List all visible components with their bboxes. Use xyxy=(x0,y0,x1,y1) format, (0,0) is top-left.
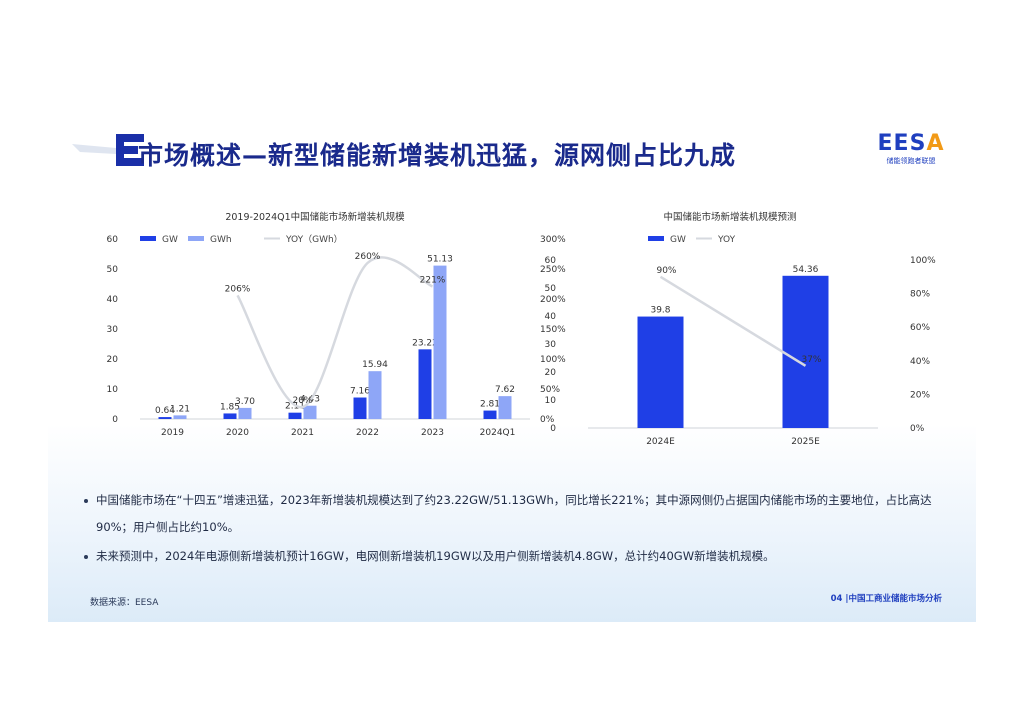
x-axis-tick: 2023 xyxy=(421,428,444,438)
x-axis-tick: 2020 xyxy=(226,428,249,438)
y-axis-right-tick: 150% xyxy=(540,325,566,335)
bar-gwh xyxy=(368,371,382,419)
bar-value-label: 15.94 xyxy=(362,360,388,370)
y-axis-left-tick: 50 xyxy=(107,265,119,275)
e-logo-icon xyxy=(72,134,144,166)
y-axis-right-tick: 20% xyxy=(910,390,930,400)
y-axis-left-tick: 40 xyxy=(545,312,557,322)
legend-swatch xyxy=(188,236,204,241)
bullet-list: 中国储能市场在“十四五”增速迅猛，2023年新增装机规模达到了约23.22GW/… xyxy=(84,487,954,572)
chart-capacity-forecast: 中国储能市场新增装机规模预测 GW YOY 0 10 20 30 40 50 60 0% 20% 40%… xyxy=(545,211,937,447)
chart-installed-capacity: 2019-2024Q1中国储能市场新增装机规模 GW GWh YOY（GWh） 0 10 2… xyxy=(107,211,567,438)
y-axis-right-tick: 0% xyxy=(910,424,925,434)
y-axis-right-tick: 40% xyxy=(910,357,930,367)
bar-value-label: 0.64 xyxy=(155,406,175,416)
legend-label: YOY xyxy=(717,235,736,245)
bar-gw xyxy=(288,412,302,419)
legend-label: GW xyxy=(670,235,686,245)
y-axis-left-tick: 0 xyxy=(112,415,118,425)
legend-swatch xyxy=(648,236,664,241)
bar-value-label: 39.8 xyxy=(650,306,670,316)
yoy-line xyxy=(236,256,434,409)
x-axis-tick: 2022 xyxy=(356,428,379,438)
slide-title: 市场概述—新型储能新增装机迅猛，源网侧占比九成 xyxy=(138,141,737,170)
bar-value-label: 7.62 xyxy=(495,385,515,395)
bar-value-label: 23.22 xyxy=(412,338,438,348)
x-axis-tick: 2024Q1 xyxy=(480,428,516,438)
y-axis-left-tick: 50 xyxy=(545,284,557,294)
bar-gw xyxy=(637,316,684,428)
yoy-value-label: 260% xyxy=(355,252,381,262)
yoy-value-label: 206% xyxy=(225,284,251,294)
page-tag: 04 |中国工商业储能市场分析 xyxy=(830,594,942,604)
yoy-value-label: 221% xyxy=(420,275,446,285)
chart-title: 中国储能市场新增装机规模预测 xyxy=(663,211,796,223)
bullet-item: 中国储能市场在“十四五”增速迅猛，2023年新增装机规模达到了约23.22GW/… xyxy=(84,487,954,541)
bar-gwh xyxy=(433,265,447,419)
bar-value-label: 54.36 xyxy=(793,265,819,275)
bar-value-label: 1.85 xyxy=(220,402,240,412)
bar-value-label: 7.16 xyxy=(350,387,370,397)
bar-value-label: 3.70 xyxy=(235,397,255,407)
data-source: 数据来源：EESA xyxy=(90,598,159,608)
brand-logo: EESA 储能领跑者联盟 xyxy=(876,132,946,166)
bar-gw xyxy=(782,275,829,428)
y-axis-left-tick: 60 xyxy=(107,235,119,245)
bar-value-label: 51.13 xyxy=(427,255,453,265)
legend-label: GWh xyxy=(210,235,232,245)
bullet-item: 未来预测中，2024年电源侧新增装机预计16GW，电网侧新增装机19GW以及用户… xyxy=(84,543,954,570)
y-axis-left-tick: 60 xyxy=(545,256,557,266)
y-axis-right-tick: 250% xyxy=(540,265,566,275)
brand-name: EESA xyxy=(877,131,945,156)
y-axis-left-tick: 0 xyxy=(550,424,556,434)
bar-gwh xyxy=(498,396,512,419)
x-axis-tick: 2025E xyxy=(791,437,820,447)
y-axis-right-tick: 200% xyxy=(540,295,566,305)
bar-gw xyxy=(223,413,237,419)
y-axis-right-tick: 100% xyxy=(910,256,936,266)
y-axis-left-tick: 20 xyxy=(545,368,557,378)
brand-subtitle: 储能领跑者联盟 xyxy=(886,157,936,165)
yoy-value-label: 37% xyxy=(801,355,821,365)
bar-value-label: 1.21 xyxy=(170,404,190,414)
bar-gwh xyxy=(238,407,252,419)
bar-gw xyxy=(483,410,497,419)
x-axis-tick: 2019 xyxy=(161,428,184,438)
y-axis-right-tick: 300% xyxy=(540,235,566,245)
legend-label: YOY（GWh） xyxy=(285,234,343,245)
y-axis-right-tick: 80% xyxy=(910,290,930,300)
legend-swatch xyxy=(140,236,156,241)
bar-gwh xyxy=(173,415,187,419)
y-axis-right-tick: 100% xyxy=(540,355,566,365)
y-axis-left-tick: 10 xyxy=(107,385,119,395)
slide: 市场概述—新型储能新增装机迅猛，源网侧占比九成 EESA 储能领跑者联盟 201… xyxy=(48,102,976,622)
bar-value-label: 2.11 xyxy=(285,402,305,412)
y-axis-right-tick: 50% xyxy=(540,385,560,395)
y-axis-right-tick: 60% xyxy=(910,323,930,333)
legend-label: GW xyxy=(162,235,178,245)
bar-gwh xyxy=(303,405,317,419)
yoy-line xyxy=(659,275,807,367)
chart-title: 2019-2024Q1中国储能市场新增装机规模 xyxy=(225,211,405,223)
y-axis-left-tick: 30 xyxy=(107,325,119,335)
bar-gw xyxy=(353,397,367,419)
y-axis-left-tick: 30 xyxy=(545,340,557,350)
yoy-value-label: 90% xyxy=(656,266,676,276)
bar-value-label: 2.81 xyxy=(480,400,500,410)
y-axis-left-tick: 10 xyxy=(545,396,557,406)
x-axis-tick: 2024E xyxy=(646,437,675,447)
yoy-value-label: 20% xyxy=(292,396,312,406)
bar-gw xyxy=(158,417,172,419)
y-axis-right-tick: 0% xyxy=(540,415,555,425)
bar-gw xyxy=(418,349,432,419)
x-axis-tick: 2021 xyxy=(291,428,314,438)
y-axis-left-tick: 20 xyxy=(107,355,119,365)
y-axis-left-tick: 40 xyxy=(107,295,119,305)
